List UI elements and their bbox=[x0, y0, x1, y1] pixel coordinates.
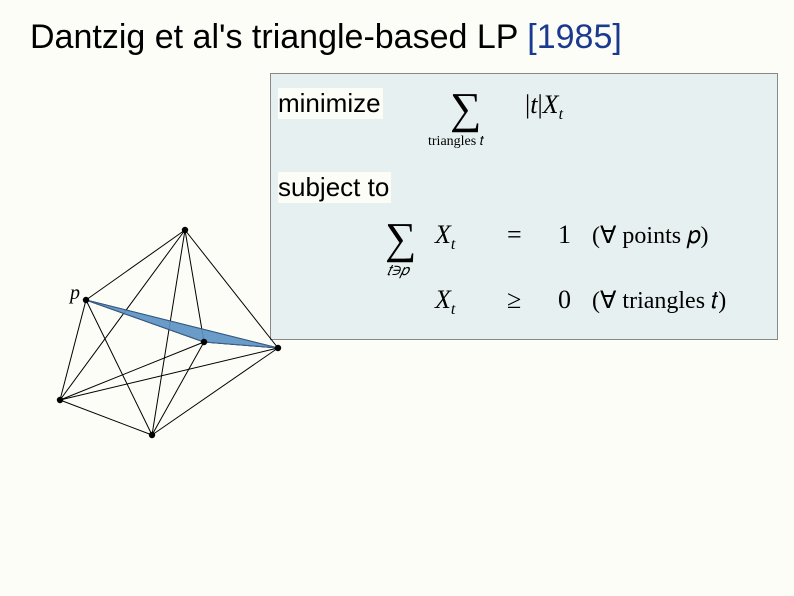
diagram-edge bbox=[60, 400, 152, 435]
svg-text:Xt: Xt bbox=[434, 220, 456, 253]
diagram-point bbox=[149, 432, 155, 438]
diagram bbox=[40, 210, 300, 470]
svg-text:𝑡∋𝑝: 𝑡∋𝑝 bbox=[387, 263, 410, 279]
objective: ∑ triangles 𝑡 |t|Xt bbox=[428, 84, 564, 149]
diagram-edge bbox=[60, 300, 86, 400]
diagram-point bbox=[57, 397, 63, 403]
diagram-point bbox=[201, 339, 207, 345]
svg-text:|t|Xt: |t|Xt bbox=[525, 90, 564, 123]
svg-text:≥: ≥ bbox=[507, 285, 521, 314]
svg-text:=: = bbox=[507, 220, 522, 249]
constraint-2: Xt ≥ 0 (∀ triangles 𝑡) bbox=[434, 285, 726, 318]
svg-text:Xt: Xt bbox=[434, 285, 456, 318]
slide-title: Dantzig et al's triangle-based LP [1985] bbox=[30, 18, 622, 57]
sum-subscript: triangles 𝑡 bbox=[428, 134, 485, 149]
svg-text:∑: ∑ bbox=[385, 214, 416, 263]
svg-text:1: 1 bbox=[558, 220, 571, 249]
svg-text:(∀ points 𝑝): (∀ points 𝑝) bbox=[592, 223, 709, 249]
diagram-p-label: p bbox=[70, 282, 80, 305]
svg-text:∑: ∑ bbox=[450, 84, 481, 133]
svg-text:0: 0 bbox=[558, 285, 571, 314]
diagram-edge bbox=[86, 230, 185, 300]
diagram-point bbox=[83, 297, 89, 303]
diagram-point bbox=[275, 345, 281, 351]
diagram-point bbox=[182, 227, 188, 233]
title-main: Dantzig et al's triangle-based LP bbox=[30, 18, 518, 56]
constraint-1: ∑ 𝑡∋𝑝 Xt = 1 (∀ points 𝑝) bbox=[385, 214, 709, 279]
title-year: [1985] bbox=[527, 18, 622, 56]
shaded-triangle bbox=[86, 300, 278, 348]
lp-math: ∑ triangles 𝑡 |t|Xt ∑ 𝑡∋𝑝 Xt = 1 (∀ poin… bbox=[270, 73, 776, 338]
diagram-edge bbox=[152, 348, 278, 435]
svg-text:(∀ triangles 𝑡): (∀ triangles 𝑡) bbox=[592, 288, 726, 314]
